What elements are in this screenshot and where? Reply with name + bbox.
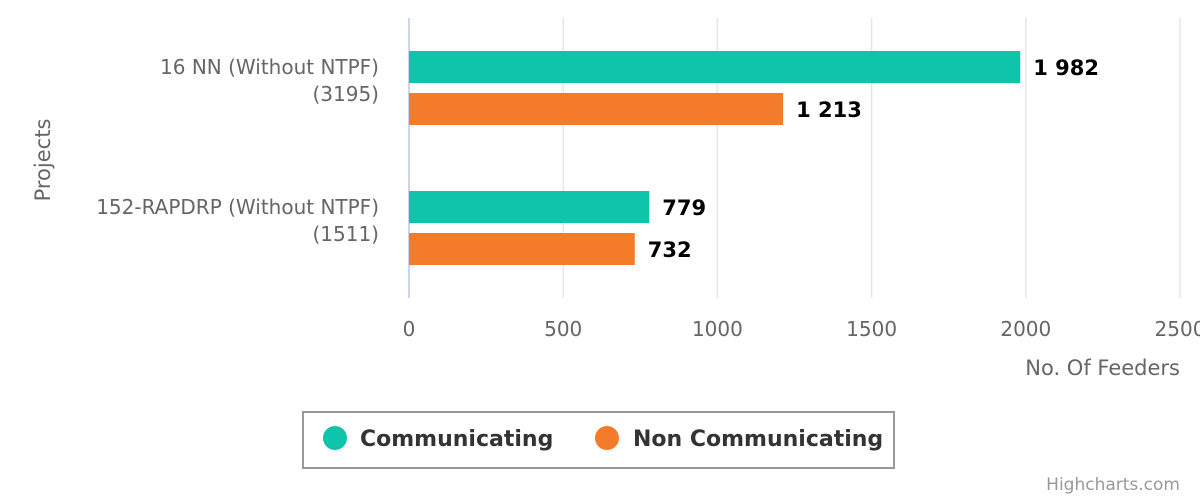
x-tick-label: 0 xyxy=(403,317,416,341)
bar[interactable] xyxy=(409,191,650,223)
x-tick-label: 1000 xyxy=(692,317,743,341)
legend: Communicating Non Communicating xyxy=(302,411,895,469)
bar[interactable] xyxy=(409,93,784,125)
legend-item-communicating[interactable]: Communicating xyxy=(323,426,553,452)
y-axis-title: Projects xyxy=(31,119,55,202)
legend-box xyxy=(302,411,895,469)
category-label: 16 NN (Without NTPF) (3195) xyxy=(160,55,379,106)
x-axis-title: No. Of Feeders xyxy=(1025,356,1180,380)
x-tick-label: 1500 xyxy=(846,317,897,341)
data-label: 1 982 xyxy=(1033,56,1099,80)
data-label: 779 xyxy=(662,196,706,220)
bar[interactable] xyxy=(409,233,635,265)
legend-item-non-communicating[interactable]: Non Communicating xyxy=(595,426,883,452)
x-tick-label: 500 xyxy=(544,317,582,341)
x-tick-label: 2500 xyxy=(1155,317,1200,341)
category-labels: 16 NN (Without NTPF) (3195) 152-RAPDRP (Wi… xyxy=(96,55,379,246)
legend-marker-communicating xyxy=(323,426,347,450)
x-axis-ticks: 0 500 1000 1500 2000 2500 xyxy=(403,317,1200,341)
legend-marker-non-communicating xyxy=(595,426,619,450)
data-labels-group: 1 982 1 213 779 732 xyxy=(648,56,1099,262)
category-label: 152-RAPDRP (Without NTPF) (1511) xyxy=(96,195,379,246)
credits-link[interactable]: Highcharts.com xyxy=(1046,475,1180,495)
legend-label-non-communicating: Non Communicating xyxy=(633,427,883,452)
data-label: 732 xyxy=(648,238,692,262)
x-tick-label: 2000 xyxy=(1000,317,1051,341)
legend-label-communicating: Communicating xyxy=(360,427,553,452)
data-label: 1 213 xyxy=(796,98,862,122)
bars-group xyxy=(409,51,1021,265)
bar[interactable] xyxy=(409,51,1021,83)
